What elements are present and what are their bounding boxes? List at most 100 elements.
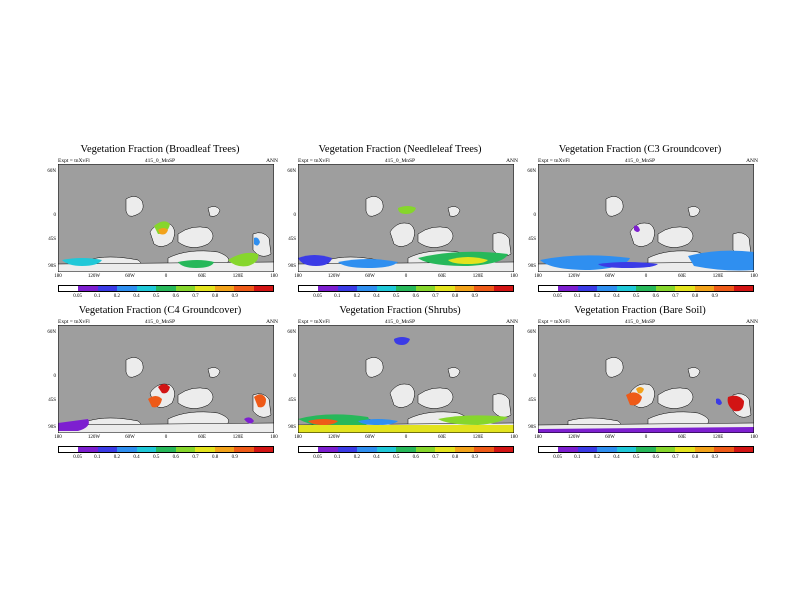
period-label: ANN bbox=[506, 158, 518, 164]
lat-tick: 90S bbox=[528, 264, 536, 269]
colorbar-tick: 0.6 bbox=[172, 294, 179, 299]
colorbar-tick: 0.2 bbox=[353, 455, 361, 460]
vegetation-fraction-patch bbox=[244, 417, 254, 424]
colorbar-segment bbox=[597, 447, 617, 452]
colorbar-tick: 0.8 bbox=[451, 455, 459, 460]
lon-tick: 60W bbox=[605, 435, 615, 440]
colorbar-segment bbox=[597, 286, 617, 291]
vegetation-fraction-patch bbox=[716, 398, 722, 405]
colorbar-segment bbox=[234, 447, 254, 452]
colorbar-tick: 0.9 bbox=[711, 294, 718, 299]
lon-tick: 120E bbox=[232, 274, 244, 279]
colorbar-segment bbox=[435, 447, 455, 452]
colorbar-tick: 0.5 bbox=[633, 294, 640, 299]
land-region bbox=[125, 357, 144, 378]
lon-tick: 0 bbox=[404, 274, 408, 279]
panel-title: Vegetation Fraction (C4 Groundcover) bbox=[78, 305, 242, 316]
lon-tick: 0 bbox=[164, 435, 168, 440]
vegetation-fraction-patch bbox=[398, 206, 416, 214]
colorbar-tick: 0.1 bbox=[334, 455, 341, 460]
colorbar-tick: 0.2 bbox=[593, 455, 601, 460]
land-region bbox=[417, 226, 454, 248]
vegetation-fraction-patch bbox=[727, 395, 744, 412]
map-canvas bbox=[538, 325, 754, 433]
colorbar-tick: 0.1 bbox=[94, 455, 101, 460]
colorbar-tick: 0.1 bbox=[574, 455, 581, 460]
lon-tick: 120W bbox=[567, 435, 581, 440]
land-region bbox=[125, 196, 144, 217]
colorbar-tick: 0.4 bbox=[613, 455, 620, 460]
expt-label: Expt = tnXvFl bbox=[58, 158, 90, 164]
land-region bbox=[365, 196, 384, 217]
colorbar-segment bbox=[175, 286, 196, 291]
colorbar-segment bbox=[136, 286, 157, 291]
colorbar-segment bbox=[97, 447, 118, 452]
lat-tick: 60N bbox=[47, 330, 56, 335]
lat-tick: 45S bbox=[528, 237, 536, 242]
land-region bbox=[177, 226, 214, 248]
colorbar-segment bbox=[636, 447, 656, 452]
colorbar-segment bbox=[299, 286, 319, 291]
lon-tick: 120E bbox=[232, 435, 244, 440]
lon-tick: 120W bbox=[567, 274, 581, 279]
lat-tick: 0 bbox=[53, 374, 57, 379]
colorbar-segment bbox=[714, 447, 734, 452]
lat-tick: 45S bbox=[528, 398, 536, 403]
colorbar-tick: 0.2 bbox=[353, 294, 361, 299]
vegetation-fraction-patch bbox=[158, 384, 170, 394]
colorbar-segment bbox=[675, 447, 695, 452]
lon-tick: 180 bbox=[54, 435, 62, 440]
colorbar-segment bbox=[59, 447, 79, 452]
colorbar-segment bbox=[655, 286, 676, 291]
run-label: 415_0_MnSP bbox=[384, 158, 416, 164]
colorbar-segment bbox=[558, 286, 578, 291]
colorbar bbox=[538, 446, 754, 453]
lon-tick: 60W bbox=[605, 274, 615, 279]
colorbar-segment bbox=[195, 447, 215, 452]
land-region bbox=[605, 196, 624, 217]
lon-tick: 120E bbox=[712, 435, 724, 440]
colorbar-segment bbox=[415, 286, 436, 291]
lat-tick: 0 bbox=[533, 213, 537, 218]
colorbar-tick: 0.9 bbox=[231, 455, 238, 460]
colorbar-tick: 0.05 bbox=[73, 294, 82, 299]
lat-tick: 90S bbox=[528, 425, 536, 430]
colorbar-segment bbox=[558, 447, 578, 452]
period-label: ANN bbox=[746, 158, 758, 164]
colorbar-tick: 0.8 bbox=[451, 294, 459, 299]
map-background bbox=[58, 325, 274, 433]
colorbar-tick: 0.7 bbox=[672, 455, 679, 460]
lon-tick: 60W bbox=[365, 435, 375, 440]
vegetation-fraction-patch bbox=[538, 427, 754, 433]
colorbar-segment bbox=[675, 286, 695, 291]
lon-tick: 60E bbox=[437, 435, 447, 440]
colorbar-tick: 0.4 bbox=[373, 294, 380, 299]
map-frame bbox=[538, 164, 754, 272]
colorbar-segment bbox=[97, 286, 118, 291]
colorbar-tick: 0.5 bbox=[153, 294, 160, 299]
colorbar-segment bbox=[337, 286, 358, 291]
colorbar-tick: 0.7 bbox=[192, 455, 199, 460]
colorbar-segment bbox=[474, 447, 494, 452]
colorbar-tick: 0.8 bbox=[691, 455, 699, 460]
map-frame bbox=[58, 164, 274, 272]
map-frame bbox=[298, 164, 514, 272]
vegetation-fraction-patch bbox=[254, 237, 260, 246]
colorbar bbox=[58, 285, 274, 292]
lon-tick: 120W bbox=[87, 274, 101, 279]
colorbar-segment bbox=[78, 447, 98, 452]
vegetation-fraction-patch bbox=[634, 225, 640, 232]
lon-tick: 60W bbox=[125, 274, 135, 279]
colorbar-tick: 0.6 bbox=[652, 455, 659, 460]
lat-tick: 60N bbox=[527, 169, 536, 174]
vegetation-fraction-patch bbox=[438, 415, 508, 425]
colorbar-segment bbox=[493, 286, 513, 291]
colorbar-segment bbox=[493, 447, 513, 452]
colorbar-segment bbox=[714, 286, 734, 291]
colorbar-tick: 0.05 bbox=[553, 294, 562, 299]
lon-tick: 60E bbox=[677, 274, 687, 279]
lon-tick: 180 bbox=[534, 274, 542, 279]
lon-tick: 180 bbox=[294, 435, 302, 440]
colorbar-tick: 0.7 bbox=[432, 455, 439, 460]
colorbar-segment bbox=[655, 447, 676, 452]
